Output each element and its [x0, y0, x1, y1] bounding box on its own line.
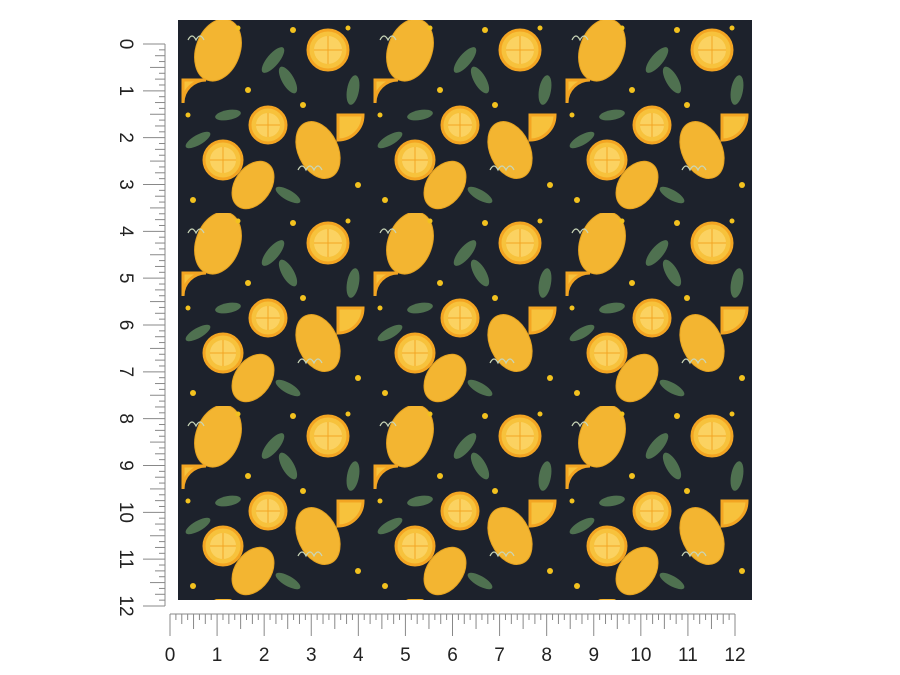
- lemon-pattern-swatch: [178, 20, 752, 600]
- bottom-ruler-label: 10: [630, 645, 651, 666]
- bottom-ruler-label: 9: [588, 645, 599, 666]
- left-ruler-label: 8: [115, 413, 136, 424]
- bottom-ruler-label: 8: [541, 645, 552, 666]
- bottom-ruler-label: 3: [306, 645, 317, 666]
- bottom-ruler-label: 12: [724, 645, 745, 666]
- left-ruler-label: 0: [115, 39, 136, 50]
- bottom-ruler-label: 6: [447, 645, 458, 666]
- left-ruler-label: 11: [115, 549, 136, 569]
- bottom-ruler-label: 7: [494, 645, 505, 666]
- left-ruler-label: 1: [115, 86, 136, 97]
- left-ruler-label: 5: [115, 273, 136, 284]
- bottom-ruler-label: 5: [400, 645, 411, 666]
- bottom-ruler-label: 1: [212, 645, 223, 666]
- bottom-ruler-label: 4: [353, 645, 364, 666]
- bottom-ruler-label: 0: [165, 645, 176, 666]
- left-ruler-label: 10: [115, 502, 136, 523]
- bottom-ruler-label: 11: [678, 645, 698, 666]
- left-ruler-label: 2: [115, 132, 136, 143]
- ruler-ticks: [143, 43, 736, 636]
- left-ruler-label: 6: [115, 320, 136, 331]
- left-ruler-label: 12: [115, 595, 136, 616]
- left-ruler-label: 3: [115, 179, 136, 190]
- left-ruler-label: 9: [115, 460, 136, 471]
- left-ruler-label: 7: [115, 367, 136, 378]
- bottom-ruler-label: 2: [259, 645, 270, 666]
- left-ruler-label: 4: [115, 226, 136, 237]
